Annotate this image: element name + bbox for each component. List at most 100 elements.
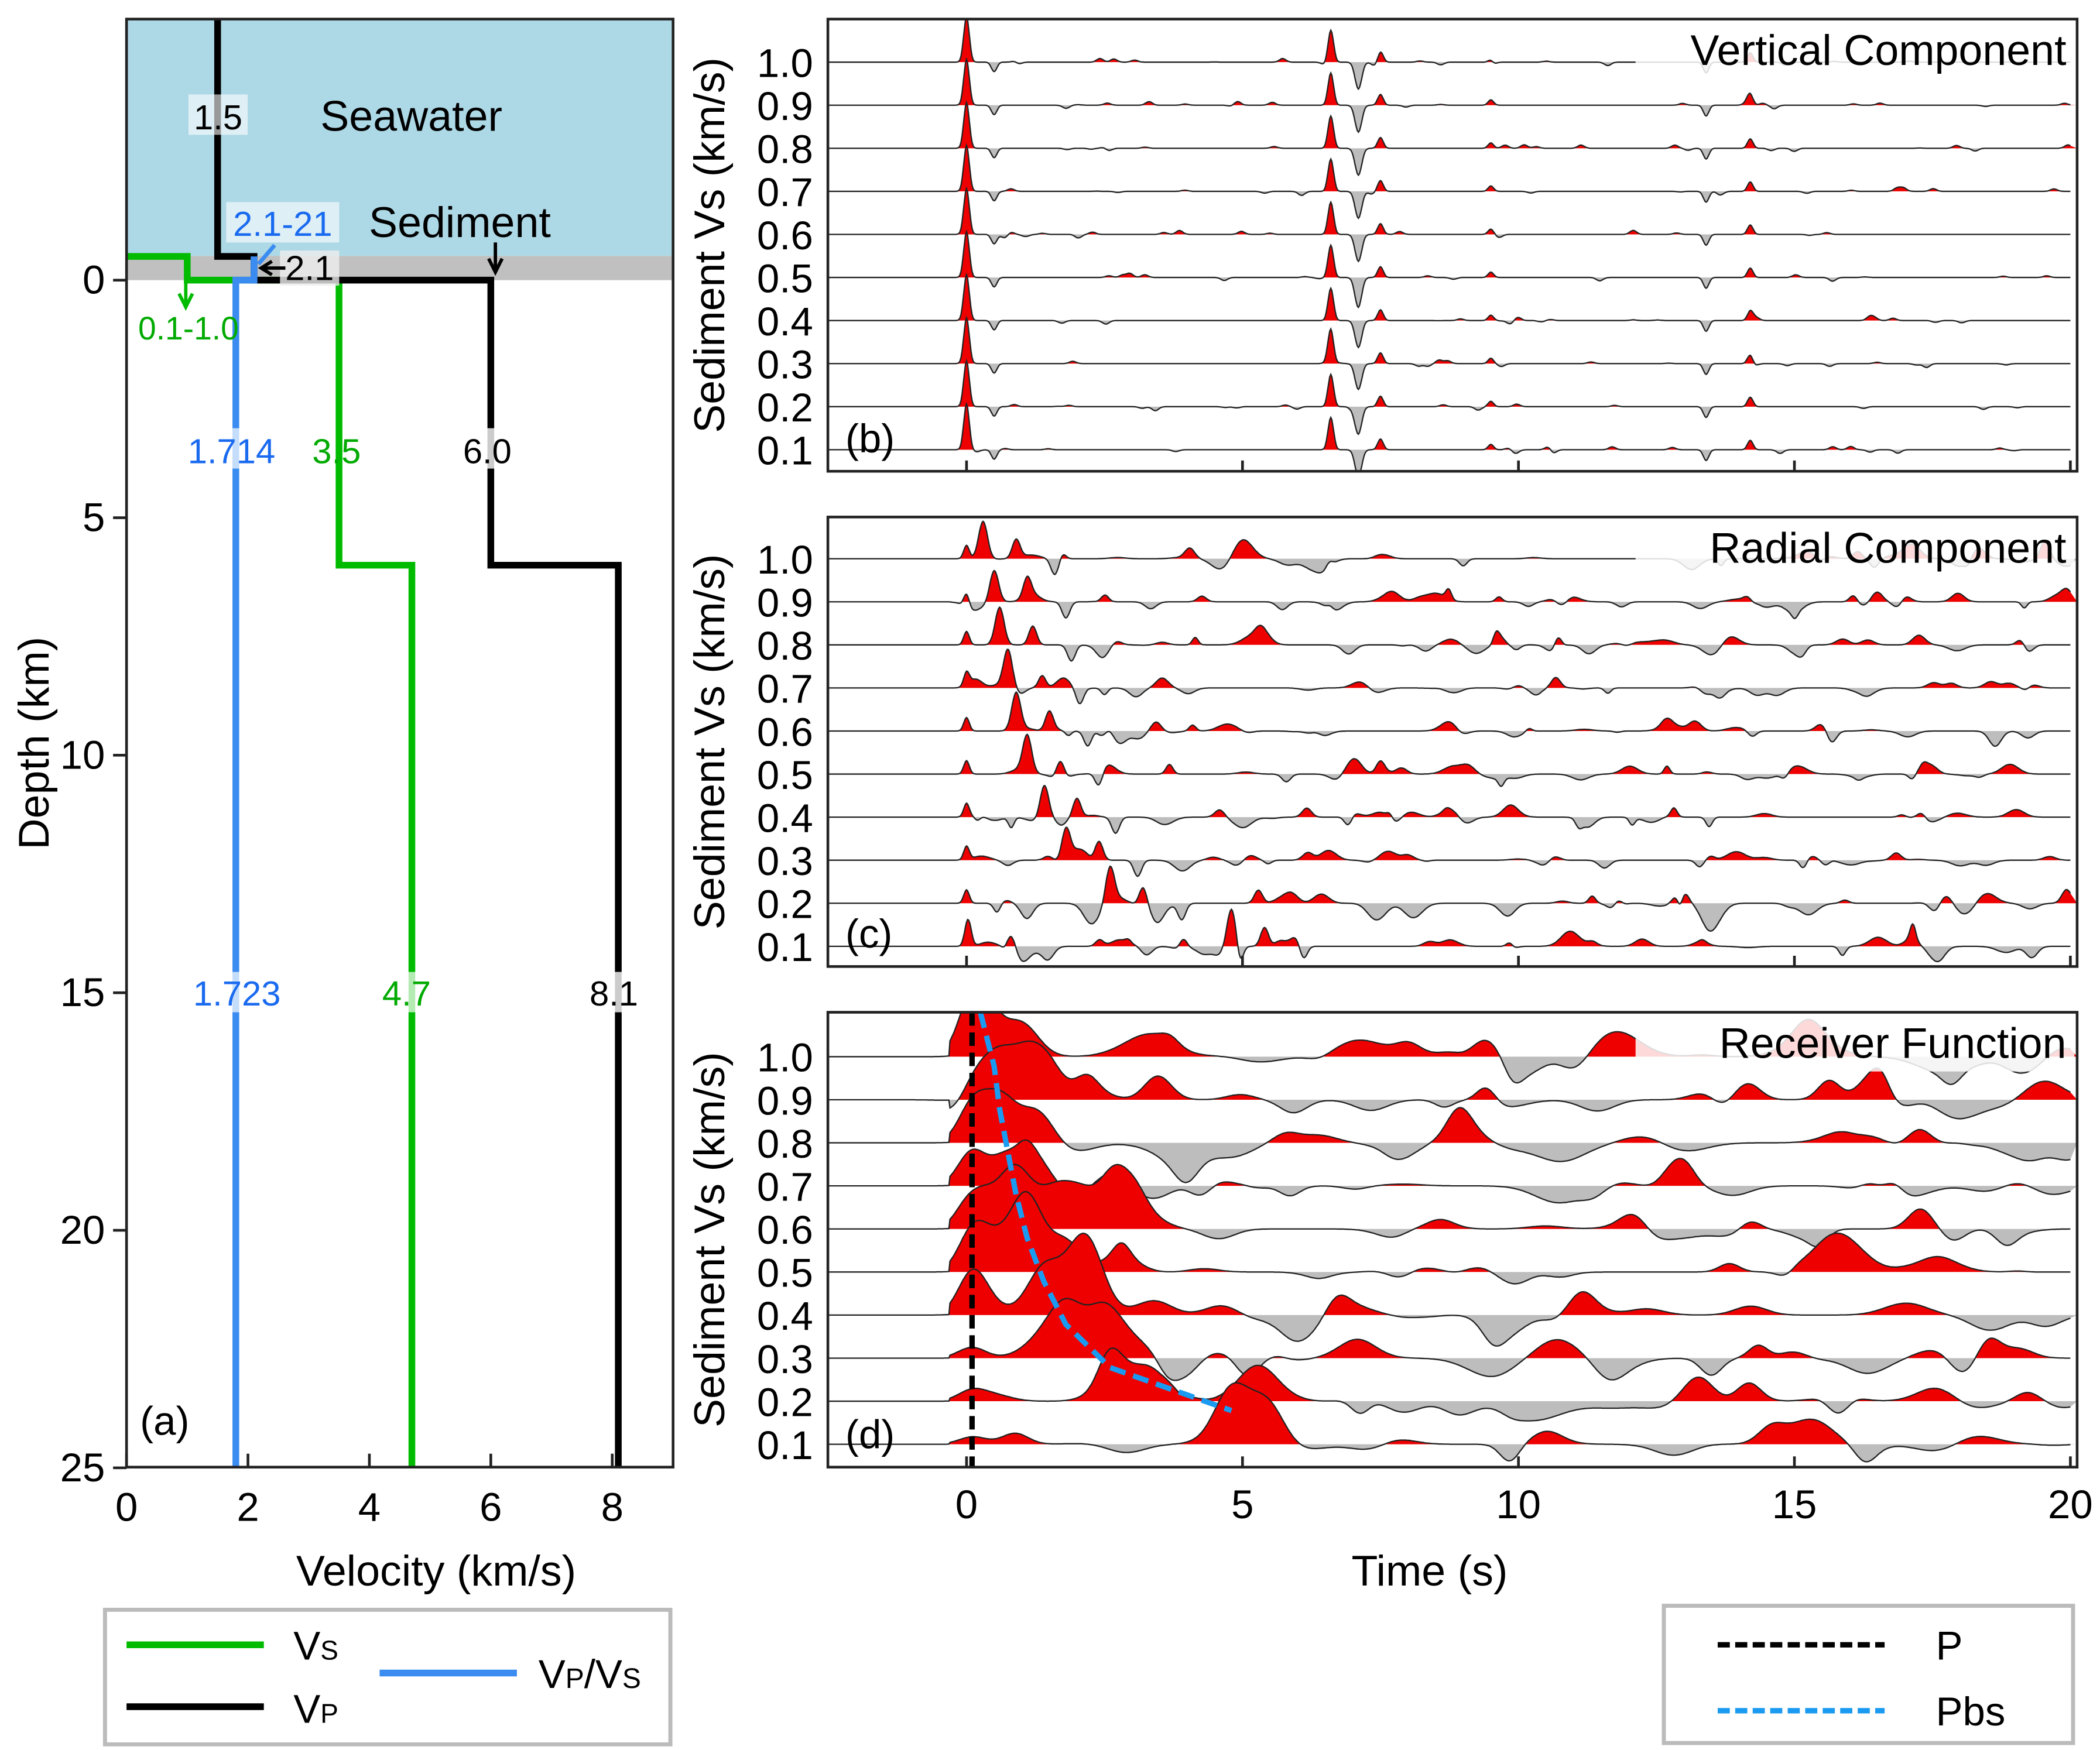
sediment-vpvs-label: 2.1-21 [233, 204, 332, 243]
trace-label: 0.4 [757, 1293, 813, 1339]
trace-0.5 [828, 229, 2077, 309]
panel-label: (c) [845, 911, 892, 956]
trace-label: 0.4 [757, 299, 813, 344]
positive-fill [828, 570, 2077, 602]
trace-line [828, 1040, 2071, 1120]
water-vp-label: 1.5 [194, 98, 242, 137]
trace-label: 0.5 [757, 1251, 813, 1296]
y-axis-label: Sediment Vs (km/s) [685, 57, 734, 433]
x-tick-label: 5 [1231, 1482, 1253, 1527]
traces [828, 520, 2077, 962]
negative-fill [828, 363, 2077, 390]
trace-label: 0.8 [757, 623, 813, 668]
velocity-model-panel: Seawater Sediment 1.5 2.1-21 2.1 0.1-1.0… [9, 18, 674, 1746]
trace-label: 0.7 [757, 667, 813, 712]
crust-vp-label: 6.0 [463, 431, 512, 471]
positive-fill [828, 404, 2077, 450]
negative-fill [828, 644, 2077, 661]
trace-label: 0.8 [757, 1121, 813, 1166]
trace-line [828, 908, 2071, 962]
x-tick-label: 0 [955, 1482, 978, 1527]
time-axis-label: Time (s) [1351, 1546, 1508, 1595]
legend-vs: VS [293, 1624, 338, 1669]
negative-fill [828, 903, 2077, 931]
trace-0.8 [828, 606, 2077, 662]
trace-line [828, 1233, 2071, 1347]
trace-line [828, 1298, 2071, 1381]
trace-label: 0.9 [757, 581, 813, 626]
mantle-vp-label: 8.1 [590, 974, 638, 1013]
x-tick-label: 0 [115, 1485, 138, 1530]
positive-fill [828, 274, 2077, 321]
trace-0.3 [828, 1298, 2077, 1381]
y-axis-label: Sediment Vs (km/s) [685, 1052, 734, 1428]
trace-0.3 [828, 826, 2077, 877]
legend-vp: VP [293, 1687, 338, 1732]
trace-line [828, 569, 2071, 619]
legend-pbs: Pbs [1935, 1689, 2005, 1734]
trace-line [828, 865, 2071, 932]
trace-0.1 [828, 908, 2077, 962]
positive-fill [828, 1012, 2077, 1057]
negative-fill [828, 817, 2077, 833]
series-vp [214, 19, 622, 1468]
trace-0.5 [828, 733, 2077, 787]
positive-fill [828, 361, 2077, 407]
sediment-vp-label: 2.1 [285, 249, 334, 288]
negative-fill [828, 234, 2077, 262]
pbs-arrival-curve [978, 1012, 1232, 1413]
negative-fill [828, 602, 2077, 619]
x-tick-label: 6 [479, 1485, 502, 1530]
trace-0.9 [828, 1040, 2077, 1120]
negative-fill [828, 1358, 2077, 1381]
positive-fill [828, 231, 2077, 278]
trace-line [828, 606, 2071, 662]
positive-fill [828, 1348, 2077, 1402]
negative-fill [828, 946, 2077, 962]
positive-fill [828, 102, 2077, 149]
trace-line [828, 358, 2071, 435]
trace-label: 0.2 [757, 385, 813, 430]
positive-fill [828, 1382, 2077, 1444]
y-tick-label: 25 [60, 1445, 105, 1490]
vs-arrow-icon [177, 283, 194, 311]
trace-label: 0.1 [757, 925, 813, 970]
title-bg [1635, 1015, 2075, 1072]
negative-fill [828, 105, 2077, 132]
negative-fill [828, 688, 2077, 704]
positive-fill [828, 1140, 2077, 1186]
positive-fill [828, 649, 2077, 688]
trace-label: 0.6 [757, 1207, 813, 1253]
trace-label: 1.0 [757, 1035, 813, 1080]
trace-line [828, 100, 2071, 177]
trace-label: 0.3 [757, 1337, 813, 1382]
trace-0.7 [828, 648, 2077, 705]
trace-0.1 [828, 1382, 2077, 1463]
y-axis-label: Depth (km) [9, 637, 58, 850]
negative-fill [828, 406, 2077, 434]
receiver-function-panel: 1.00.90.80.70.60.50.40.30.20.1 Receiver F… [685, 1011, 2093, 1527]
trace-label: 0.3 [757, 342, 813, 387]
negative-fill [828, 1401, 2077, 1421]
negative-fill [828, 277, 2077, 308]
crust-vs-label: 3.5 [312, 431, 361, 471]
plot-frame [826, 18, 2079, 473]
trace-0.2 [828, 1347, 2077, 1422]
trace-line [828, 186, 2071, 263]
positive-fill [828, 1164, 2077, 1229]
positive-fill [828, 1298, 2077, 1358]
title-bg [1635, 22, 2075, 78]
mantle-vs-label: 4.7 [382, 974, 431, 1013]
x-tick-label: 20 [2048, 1482, 2093, 1527]
trace-0.4 [828, 1233, 2077, 1347]
trace-line [828, 1382, 2071, 1463]
trace-line [828, 143, 2071, 219]
trace-line [828, 402, 2071, 472]
trace-line [828, 648, 2071, 705]
trace-line [828, 1087, 2071, 1183]
panel-title: Vertical Component [1691, 26, 2067, 74]
y-tick-label: 5 [83, 495, 105, 540]
trace-label: 0.2 [757, 1380, 813, 1425]
trace-line [828, 229, 2071, 309]
trace-0.6 [828, 691, 2077, 747]
